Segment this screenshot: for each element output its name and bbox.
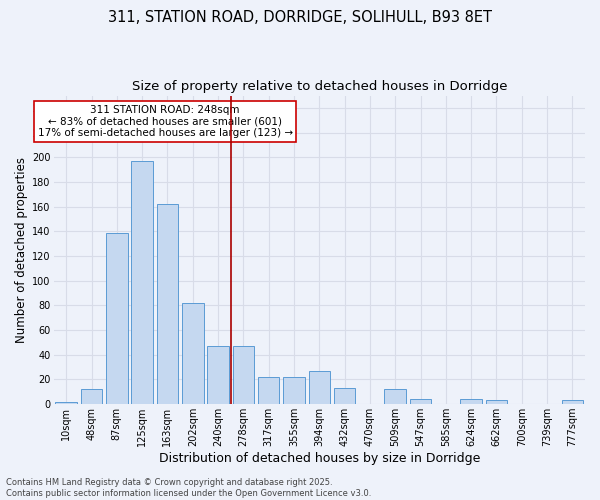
Bar	[106, 232, 128, 404]
Bar	[460, 399, 482, 404]
Bar	[385, 390, 406, 404]
Text: Contains HM Land Registry data © Crown copyright and database right 2025.
Contai: Contains HM Land Registry data © Crown c…	[6, 478, 371, 498]
Y-axis label: Number of detached properties: Number of detached properties	[15, 157, 28, 343]
Bar	[334, 388, 355, 404]
Bar	[81, 390, 102, 404]
Bar	[157, 204, 178, 404]
X-axis label: Distribution of detached houses by size in Dorridge: Distribution of detached houses by size …	[158, 452, 480, 465]
Bar	[485, 400, 507, 404]
Bar	[233, 346, 254, 404]
Text: 311 STATION ROAD: 248sqm
← 83% of detached houses are smaller (601)
17% of semi-: 311 STATION ROAD: 248sqm ← 83% of detach…	[38, 105, 293, 138]
Title: Size of property relative to detached houses in Dorridge: Size of property relative to detached ho…	[131, 80, 507, 93]
Bar	[55, 402, 77, 404]
Bar	[410, 399, 431, 404]
Bar	[258, 377, 280, 404]
Bar	[131, 161, 153, 404]
Bar	[283, 377, 305, 404]
Text: 311, STATION ROAD, DORRIDGE, SOLIHULL, B93 8ET: 311, STATION ROAD, DORRIDGE, SOLIHULL, B…	[108, 10, 492, 25]
Bar	[308, 371, 330, 404]
Bar	[182, 303, 203, 404]
Bar	[562, 400, 583, 404]
Bar	[208, 346, 229, 404]
